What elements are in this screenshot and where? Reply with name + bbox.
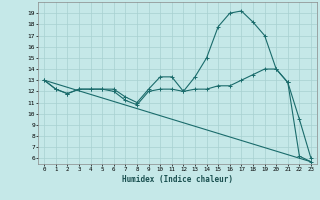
- X-axis label: Humidex (Indice chaleur): Humidex (Indice chaleur): [122, 175, 233, 184]
